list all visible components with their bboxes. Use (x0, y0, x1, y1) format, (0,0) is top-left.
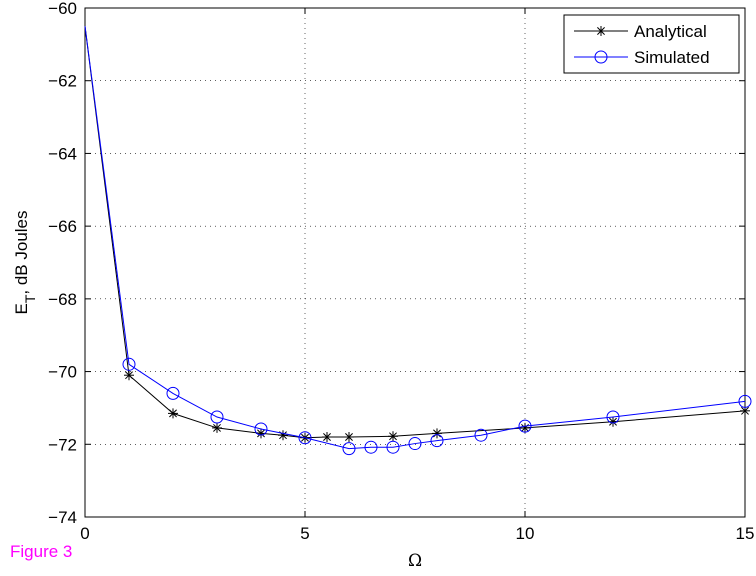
y-axis-label: ET, dB Joules (12, 210, 38, 314)
y-tick-label: −60 (48, 0, 77, 18)
y-tick-label: −66 (48, 217, 77, 236)
x-tick-label: 15 (736, 524, 755, 543)
circle-marker (254, 422, 268, 436)
figure-caption: Figure 3 (10, 542, 73, 561)
circle-marker (594, 50, 608, 64)
circle-marker (606, 410, 620, 424)
y-tick-label: −62 (48, 72, 77, 91)
asterisk-marker (344, 432, 354, 443)
series-layer (84, 26, 752, 456)
grid-lines (85, 8, 745, 517)
legend-entry-simulated: Simulated (634, 48, 710, 67)
plot-area (84, 7, 746, 518)
y-axis-label-unit: , dB Joules (12, 210, 31, 294)
x-tick-label: 5 (300, 524, 309, 543)
circle-marker (210, 410, 224, 424)
circle-marker (342, 442, 356, 456)
asterisk-marker (256, 428, 266, 439)
series-line (84, 26, 746, 439)
y-tick-label: −70 (48, 363, 77, 382)
legend-box (563, 14, 740, 74)
y-tick-label: −68 (48, 290, 77, 309)
y-axis-label-subscript: T (22, 294, 38, 303)
series-analytical (84, 26, 750, 443)
asterisk-marker (212, 422, 222, 433)
circle-marker (430, 434, 444, 448)
y-tick-label: −74 (48, 508, 77, 527)
asterisk-marker (124, 370, 134, 381)
series-line (84, 26, 746, 450)
x-tick-label: 10 (516, 524, 535, 543)
circle-marker (386, 440, 400, 454)
legend-entry-analytical: Analytical (634, 22, 707, 41)
asterisk-marker (596, 26, 606, 36)
circle-marker (738, 394, 752, 408)
circle-marker (122, 357, 136, 371)
circle-marker (408, 437, 422, 451)
circle-marker (166, 386, 180, 400)
asterisk-marker (322, 432, 332, 443)
y-axis-label-main: E (12, 303, 31, 314)
x-axis-label: Ω (408, 551, 422, 571)
asterisk-marker (388, 431, 398, 442)
asterisk-marker (432, 428, 442, 439)
circle-marker (298, 431, 312, 445)
axis-ticks: 0 5 10 15 −74 −72 −70 −68 −66 −64 −62 −60 (48, 0, 754, 543)
x-tick-label: 0 (80, 524, 89, 543)
y-tick-label: −64 (48, 144, 77, 163)
asterisk-marker (168, 408, 178, 419)
circle-marker (474, 428, 488, 442)
y-tick-label: −72 (48, 435, 77, 454)
circle-marker (364, 440, 378, 454)
legend: Analytical Simulated (563, 14, 740, 74)
circle-marker (518, 419, 532, 433)
series-simulated (84, 26, 752, 456)
asterisk-marker (278, 430, 288, 441)
